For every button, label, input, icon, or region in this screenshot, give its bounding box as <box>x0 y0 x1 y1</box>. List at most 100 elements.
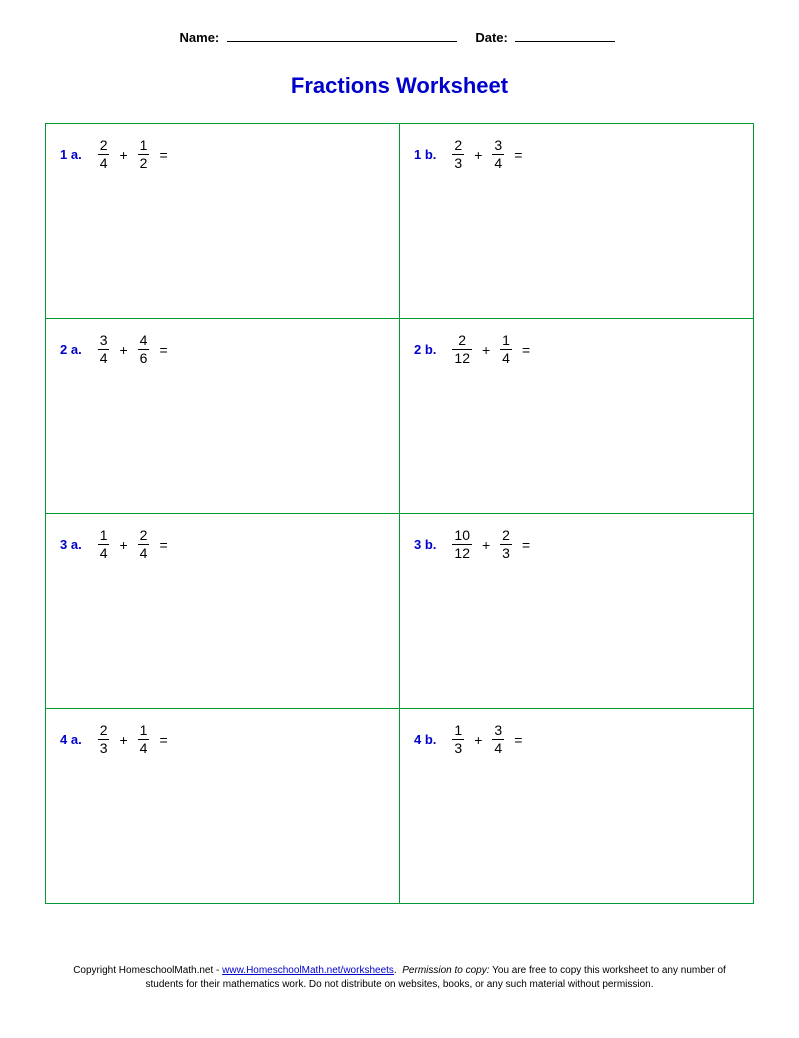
denominator: 4 <box>138 739 150 756</box>
denominator: 4 <box>98 544 110 561</box>
cell-1b: 1 b.23+34= <box>400 124 754 319</box>
fraction: 12 <box>138 138 150 172</box>
title-text: Fractions Worksheet <box>291 73 508 98</box>
fraction: 212 <box>452 333 472 367</box>
fraction: 14 <box>500 333 512 367</box>
numerator: 1 <box>98 528 110 544</box>
denominator: 3 <box>452 739 464 756</box>
problem: 3 a.14+24= <box>60 528 385 562</box>
footer: Copyright HomeschoolMath.net - www.Homes… <box>45 964 754 992</box>
denominator: 2 <box>138 154 150 171</box>
denominator: 6 <box>138 349 150 366</box>
header-line: Name: Date: <box>45 30 754 45</box>
operator: + <box>474 732 482 748</box>
equals-sign: = <box>514 147 522 163</box>
equals-sign: = <box>159 147 167 163</box>
equals-sign: = <box>159 342 167 358</box>
equals-sign: = <box>159 732 167 748</box>
fraction: 13 <box>452 723 464 757</box>
problem-label: 3 b. <box>414 537 436 552</box>
numerator: 1 <box>138 723 150 739</box>
numerator: 3 <box>98 333 110 349</box>
fraction: 23 <box>500 528 512 562</box>
denominator: 3 <box>98 739 110 756</box>
numerator: 3 <box>492 723 504 739</box>
problem-label: 4 a. <box>60 732 82 747</box>
denominator: 4 <box>138 544 150 561</box>
operator: + <box>474 147 482 163</box>
numerator: 1 <box>500 333 512 349</box>
fraction: 1012 <box>452 528 472 562</box>
numerator: 10 <box>452 528 472 544</box>
denominator: 3 <box>452 154 464 171</box>
footer-perm-label: Permission to copy: <box>402 965 489 976</box>
cell-2a: 2 a.34+46= <box>46 319 400 514</box>
numerator: 3 <box>492 138 504 154</box>
operator: + <box>482 342 490 358</box>
numerator: 2 <box>500 528 512 544</box>
numerator: 1 <box>452 723 464 739</box>
date-blank[interactable] <box>515 30 615 42</box>
equals-sign: = <box>522 537 530 553</box>
fraction: 23 <box>452 138 464 172</box>
footer-link[interactable]: www.HomeschoolMath.net/worksheets <box>222 965 394 976</box>
date-label: Date: <box>475 30 508 45</box>
name-label: Name: <box>180 30 220 45</box>
cell-2b: 2 b. 212 +14 = <box>400 319 754 514</box>
problem-grid: 1 a.24+12= 1 b.23+34= 2 a.34+46= 2 b.212… <box>45 123 754 904</box>
equals-sign: = <box>159 537 167 553</box>
page-title: Fractions Worksheet <box>45 73 754 99</box>
problem: 4 a.23+14= <box>60 723 385 757</box>
problem: 1 a.24+12= <box>60 138 385 172</box>
problem: 2 b. 212 +14 = <box>414 333 739 367</box>
fraction: 34 <box>492 138 504 172</box>
problem-label: 2 a. <box>60 342 82 357</box>
operator: + <box>119 342 127 358</box>
problem: 1 b.23+34= <box>414 138 739 172</box>
problem-label: 1 b. <box>414 147 436 162</box>
problem: 4 b.13+34= <box>414 723 739 757</box>
denominator: 12 <box>452 544 472 561</box>
numerator: 2 <box>98 723 110 739</box>
problem: 2 a.34+46= <box>60 333 385 367</box>
footer-copyright: Copyright HomeschoolMath.net - <box>73 965 222 976</box>
cell-3a: 3 a.14+24= <box>46 514 400 709</box>
cell-4b: 4 b.13+34= <box>400 709 754 904</box>
denominator: 4 <box>500 349 512 366</box>
cell-3b: 3 b. 1012 +23 = <box>400 514 754 709</box>
numerator: 2 <box>456 333 468 349</box>
denominator: 4 <box>492 739 504 756</box>
cell-1a: 1 a.24+12= <box>46 124 400 319</box>
numerator: 1 <box>138 138 150 154</box>
fraction: 46 <box>138 333 150 367</box>
fraction: 14 <box>138 723 150 757</box>
worksheet-page: Name: Date: Fractions Worksheet 1 a.24+1… <box>0 0 799 1012</box>
problem-label: 3 a. <box>60 537 82 552</box>
footer-afterlink: . <box>394 965 400 976</box>
fraction: 34 <box>98 333 110 367</box>
numerator: 2 <box>452 138 464 154</box>
denominator: 12 <box>452 349 472 366</box>
operator: + <box>482 537 490 553</box>
fraction: 34 <box>492 723 504 757</box>
operator: + <box>119 147 127 163</box>
denominator: 4 <box>98 349 110 366</box>
denominator: 3 <box>500 544 512 561</box>
fraction: 24 <box>138 528 150 562</box>
equals-sign: = <box>522 342 530 358</box>
numerator: 2 <box>98 138 110 154</box>
cell-4a: 4 a.23+14= <box>46 709 400 904</box>
denominator: 4 <box>98 154 110 171</box>
problem-label: 1 a. <box>60 147 82 162</box>
numerator: 4 <box>138 333 150 349</box>
problem-label: 2 b. <box>414 342 436 357</box>
equals-sign: = <box>514 732 522 748</box>
operator: + <box>119 537 127 553</box>
fraction: 24 <box>98 138 110 172</box>
name-blank[interactable] <box>227 30 457 42</box>
fraction: 23 <box>98 723 110 757</box>
problem-label: 4 b. <box>414 732 436 747</box>
problem: 3 b. 1012 +23 = <box>414 528 739 562</box>
numerator: 2 <box>138 528 150 544</box>
denominator: 4 <box>492 154 504 171</box>
